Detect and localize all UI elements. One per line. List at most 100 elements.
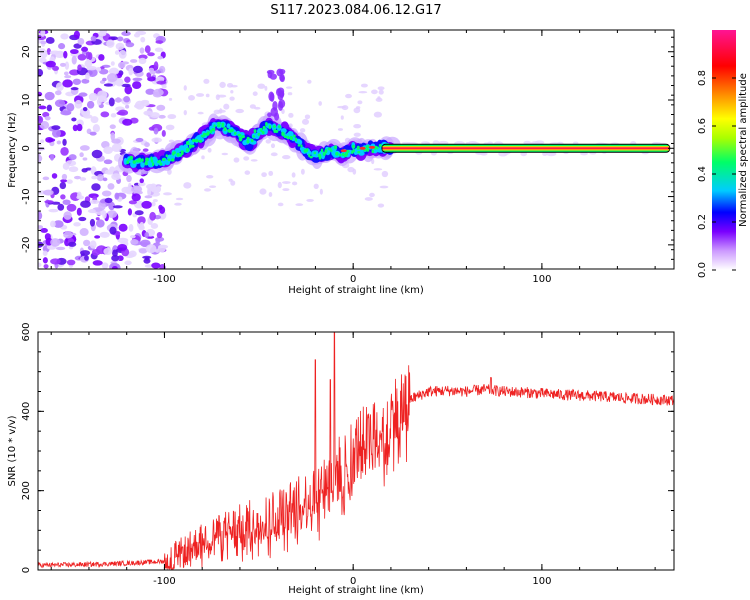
spectrogram-noise-blob xyxy=(45,37,55,44)
spectrogram-noise-blob xyxy=(98,54,105,61)
spectrogram-noise-blob xyxy=(44,200,54,204)
colorbar-tick-label: 0.6 xyxy=(697,118,708,134)
spectrogram-noise-blob xyxy=(38,105,47,110)
spectrogram-noise-blob xyxy=(156,231,163,239)
spectrogram-noise-blob xyxy=(125,42,135,48)
spectrogram-noise-blob xyxy=(43,264,49,269)
spectrogram-noise-blob xyxy=(139,47,145,54)
spectrogram-noise-blob xyxy=(92,260,103,266)
spectrogram-noise-blob xyxy=(534,140,545,145)
spectrogram-noise-blob xyxy=(110,61,115,66)
spectrogram-noise-blob xyxy=(207,147,212,153)
spectrogram-noise-blob xyxy=(378,89,384,95)
spectrogram-noise-blob xyxy=(129,234,136,239)
spectrogram-ridge-blob xyxy=(309,155,313,159)
snr-series-line xyxy=(38,332,674,570)
colorbar-tick-label: 0.8 xyxy=(697,70,708,86)
spectrogram-noise-blob xyxy=(88,92,98,102)
spectrogram-noise-blob xyxy=(114,192,120,200)
spectrogram-ridge-blob xyxy=(341,152,345,157)
spectrogram-y-tick-label: -10 xyxy=(21,188,32,204)
spectrogram-noise-blob xyxy=(96,67,102,72)
spectrogram-noise-blob xyxy=(84,59,93,68)
spectrogram-noise-blob xyxy=(39,48,46,52)
snr-y-tick-label: 0 xyxy=(21,567,32,573)
spectrogram-noise-blob xyxy=(158,114,166,119)
spectrogram-noise-blob xyxy=(89,131,97,136)
spectrogram-noise-blob xyxy=(145,244,157,254)
spectrogram-noise-blob xyxy=(134,103,142,109)
spectrogram-noise-blob xyxy=(375,97,383,102)
spectrogram-ridge-blob xyxy=(281,131,285,137)
spectrogram-noise-blob xyxy=(54,90,62,96)
spectrogram-ridge-blob xyxy=(145,157,149,162)
spectrogram-noise-blob xyxy=(50,238,61,247)
spectrogram-noise-blob xyxy=(79,228,89,237)
spectrogram-noise-blob xyxy=(56,140,62,145)
spectrogram-noise-blob xyxy=(106,73,118,83)
spectrogram-noise-blob xyxy=(118,223,128,232)
spectrogram-hotspot xyxy=(359,146,366,150)
snr-x-ticks: -100 0 100 xyxy=(50,332,656,587)
spectrogram-noise-blob xyxy=(128,200,137,205)
spectrogram-ridge-blob xyxy=(217,121,221,125)
spectrogram-noise-blob xyxy=(46,104,52,112)
spectrogram-ridge-blob xyxy=(375,146,379,150)
spectrogram-noise-blob xyxy=(102,210,107,219)
spectrogram-noise-blob xyxy=(101,262,109,269)
spectrogram-noise-blob xyxy=(144,45,151,54)
spectrogram-noise-blob xyxy=(580,152,588,156)
spectrogram-noise-blob xyxy=(151,262,161,269)
spectrogram-noise-blob xyxy=(373,111,382,118)
spectrogram-noise-blob xyxy=(123,96,131,103)
spectrogram-noise-blob xyxy=(141,200,152,209)
spectrogram-noise-blob xyxy=(144,232,150,238)
spectrogram-noise-blob xyxy=(110,132,116,141)
spectrogram-noise-blob xyxy=(73,30,80,39)
spectrogram-noise-blob xyxy=(228,178,233,182)
spectrogram-noise-blob xyxy=(128,67,134,76)
spectrogram-noise-blob xyxy=(201,155,205,160)
spectrogram-noise-blob xyxy=(151,201,156,207)
spectrogram-noise-blob xyxy=(168,139,175,143)
spectrogram-noise-blob xyxy=(108,201,116,211)
spectrogram-noise-blob xyxy=(257,83,266,89)
spectrogram-noise-blob xyxy=(381,170,389,178)
spectrogram-noise-blob xyxy=(340,115,344,120)
spectrogram-ridge-blob xyxy=(260,127,263,133)
spectrogram-noise-blob xyxy=(68,166,79,173)
spectrogram-noise-blob xyxy=(38,91,43,97)
spectrogram-noise-blob xyxy=(42,111,50,118)
colorbar-label: Normalized spectral amplitude xyxy=(738,73,749,227)
spectrogram-noise-blob xyxy=(77,53,87,61)
snr-y-ticks: 0 200 400 600 xyxy=(21,322,674,573)
spectrogram-noise-blob xyxy=(40,40,47,45)
spectrogram-noise-blob xyxy=(188,95,195,101)
spectrogram-noise-blob xyxy=(111,138,121,144)
spectrogram-ridge-blob xyxy=(140,162,145,168)
spectrogram-noise-blob xyxy=(82,157,88,161)
spectrogram-noise-blob xyxy=(132,65,143,74)
spectrogram-noise-blob xyxy=(112,249,118,257)
spectrogram-ridge-blob xyxy=(137,158,142,163)
spectrogram-noise-blob xyxy=(161,130,166,137)
snr-y-tick-label: 400 xyxy=(21,402,32,421)
spectrogram-noise-blob xyxy=(291,181,298,186)
spectrogram-ridge-blob xyxy=(330,149,333,152)
spectrogram-ridge-blob xyxy=(322,152,326,156)
spectrogram-ridge-blob xyxy=(333,145,338,150)
spectrogram-noise-blob xyxy=(364,197,373,201)
spectrogram-noise-blob xyxy=(154,47,164,52)
spectrogram-ridge-blob xyxy=(172,151,176,155)
spectrogram-ridge-blob xyxy=(267,71,273,79)
spectrogram-noise-blob xyxy=(299,128,306,133)
spectrogram-noise-blob xyxy=(89,218,96,227)
spectrogram-ridge-blob xyxy=(241,135,245,139)
spectrogram-noise-blob xyxy=(270,152,278,157)
spectrogram-noise-blob xyxy=(51,129,61,138)
spectrogram-ridge-blob xyxy=(126,160,130,165)
spectrogram-noise-blob xyxy=(132,81,142,90)
spectrogram-ridge-blob xyxy=(320,148,324,153)
spectrogram-noise-blob xyxy=(203,188,212,192)
